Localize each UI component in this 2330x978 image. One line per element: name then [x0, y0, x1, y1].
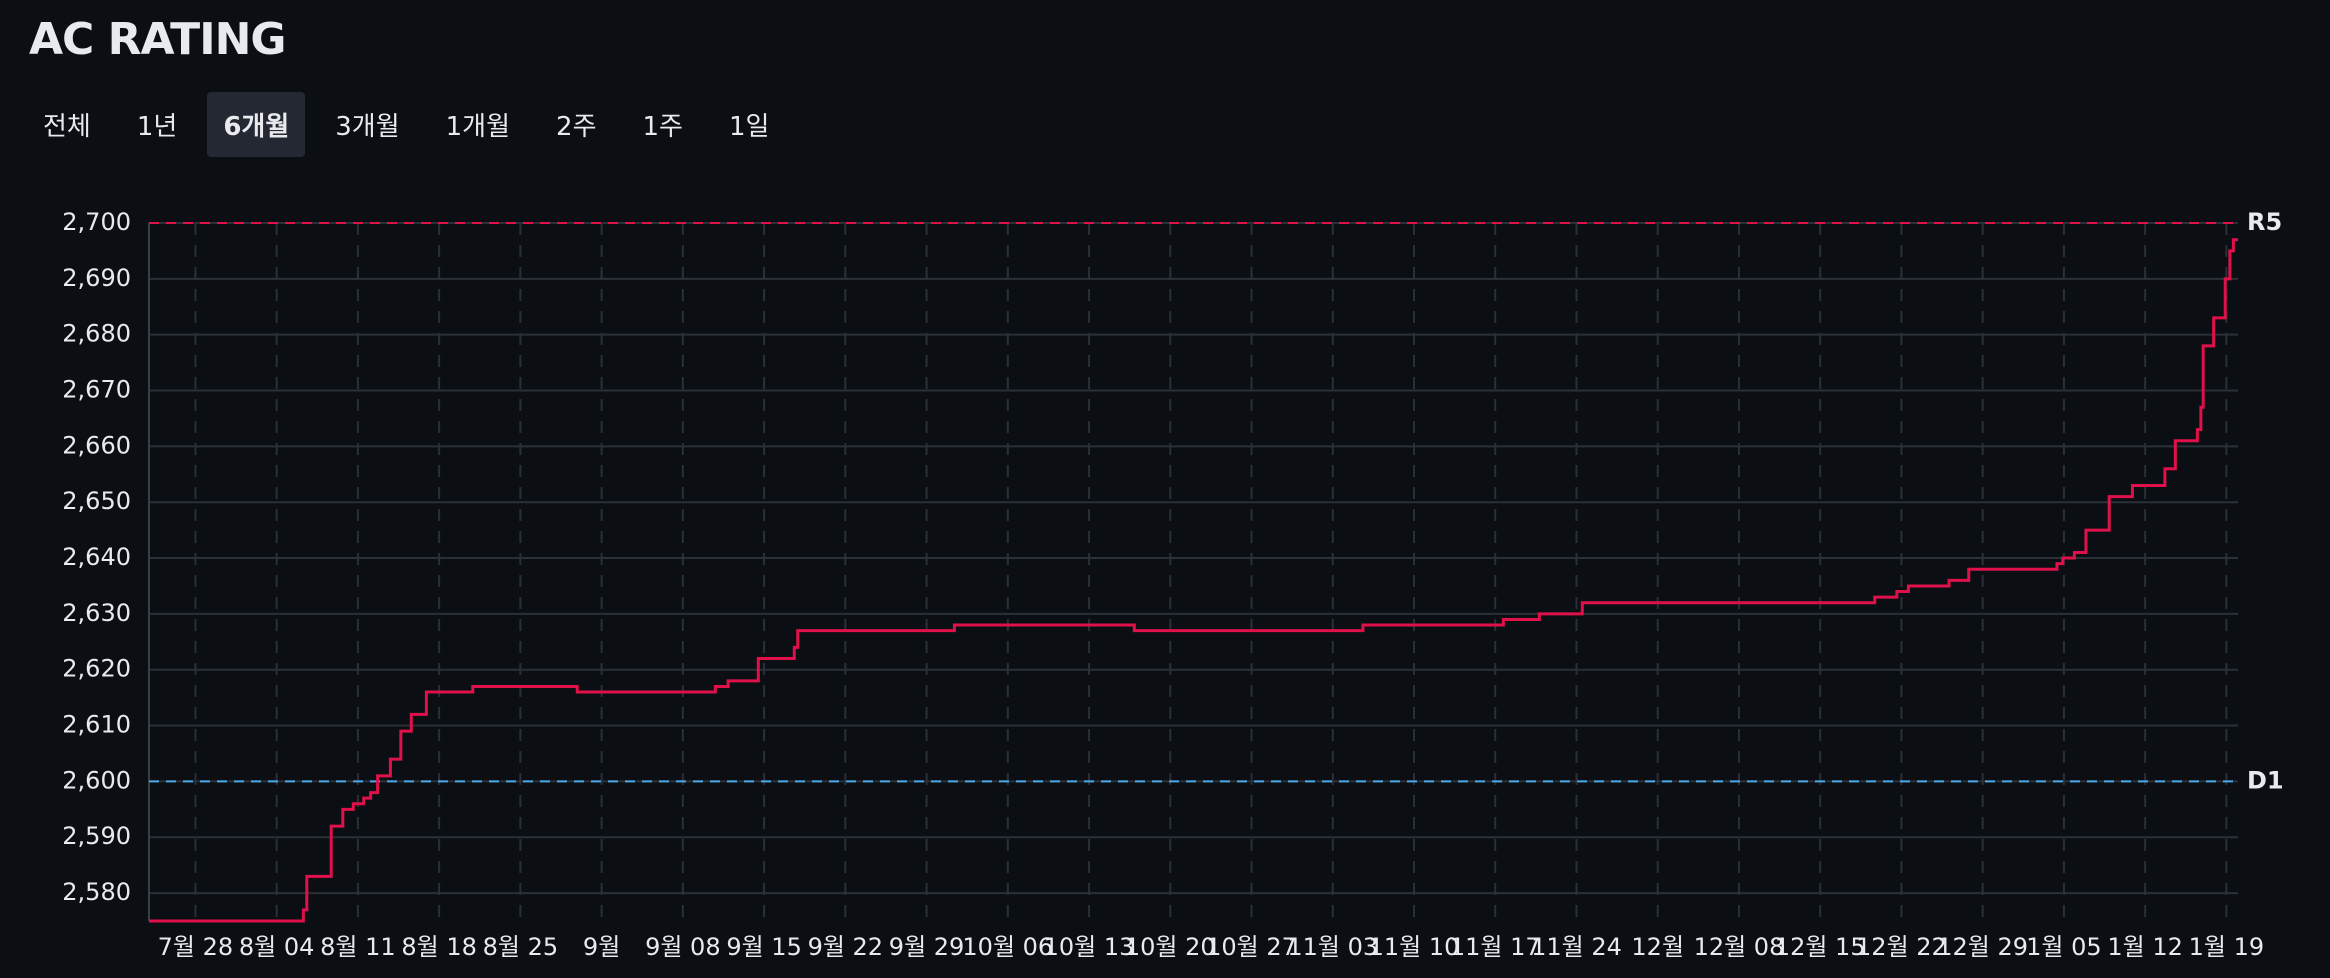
range-selector: 전체 1년 6개월 3개월 1개월 2주 1주 1일 [27, 92, 785, 157]
range-button[interactable]: 1개월 [445, 112, 511, 142]
x-tick-label: 8월 11 [320, 933, 396, 961]
x-tick-label: 8월 25 [483, 933, 559, 961]
x-tick-label: 12월 15 [1775, 933, 1866, 961]
y-tick-label: 2,690 [62, 264, 131, 292]
y-tick-label: 2,640 [62, 543, 131, 571]
y-tick-label: 2,600 [62, 766, 131, 794]
y-tick-label: 2,680 [62, 320, 131, 348]
reference-label: D1 [2247, 766, 2284, 794]
x-tick-label: 11월 03 [1287, 933, 1378, 961]
y-tick-label: 2,650 [62, 487, 131, 515]
x-tick-label: 10월 13 [1044, 933, 1135, 961]
y-tick-label: 2,670 [62, 376, 131, 404]
range-button[interactable]: 6개월 [207, 92, 306, 157]
x-tick-label: 9월 15 [726, 933, 802, 961]
x-tick-label: 1월 05 [2026, 933, 2102, 961]
y-tick-label: 2,580 [62, 878, 131, 906]
y-tick-label: 2,610 [62, 711, 131, 739]
x-tick-label: 12월 08 [1694, 933, 1785, 961]
range-button[interactable]: 1주 [642, 112, 683, 142]
x-tick-label: 12월 29 [1937, 933, 2028, 961]
x-tick-label: 11월 24 [1531, 933, 1622, 961]
rating-line [149, 238, 2238, 923]
y-tick-label: 2,700 [62, 208, 131, 236]
x-tick-label: 10월 06 [962, 933, 1053, 961]
x-tick-label: 10월 20 [1125, 933, 1216, 961]
x-tick-label: 8월 04 [239, 933, 315, 961]
x-tick-label: 12월 22 [1856, 933, 1947, 961]
x-tick-label: 1월 12 [2107, 933, 2183, 961]
range-button[interactable]: 1년 [136, 112, 178, 142]
reference-label: R5 [2247, 208, 2282, 236]
x-tick-label: 9월 08 [645, 933, 721, 961]
x-tick-label: 11월 17 [1450, 933, 1541, 961]
y-tick-label: 2,620 [62, 655, 131, 683]
y-tick-label: 2,660 [62, 431, 131, 459]
range-button[interactable]: 전체 [43, 112, 91, 142]
x-tick-label: 9월 22 [808, 933, 884, 961]
x-tick-label: 12월 [1631, 933, 1684, 961]
x-tick-label: 7월 28 [158, 933, 234, 961]
y-tick-label: 2,590 [62, 822, 131, 850]
x-tick-label: 9월 29 [889, 933, 965, 961]
x-tick-label: 11월 10 [1369, 933, 1460, 961]
range-button[interactable]: 1일 [728, 112, 770, 142]
x-tick-label: 10월 27 [1206, 933, 1297, 961]
y-tick-label: 2,630 [62, 599, 131, 627]
range-button[interactable]: 3개월 [335, 112, 400, 142]
x-tick-label: 1월 19 [2189, 933, 2265, 961]
x-tick-label: 8월 18 [401, 933, 477, 961]
x-tick-label: 9월 [583, 933, 620, 961]
range-button[interactable]: 2주 [556, 112, 597, 142]
page-title: AC RATING [29, 14, 287, 65]
